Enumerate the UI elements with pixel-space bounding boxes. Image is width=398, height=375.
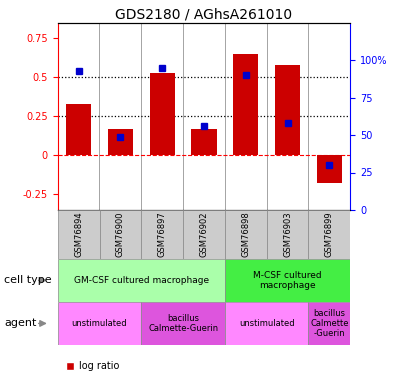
Bar xyxy=(141,210,183,259)
Bar xyxy=(225,210,267,259)
Bar xyxy=(108,129,133,155)
Title: GDS2180 / AGhsA261010: GDS2180 / AGhsA261010 xyxy=(115,8,293,21)
Text: unstimulated: unstimulated xyxy=(239,319,295,328)
Legend: log ratio, percentile rank within the sample: log ratio, percentile rank within the sa… xyxy=(62,357,248,375)
Bar xyxy=(317,155,342,183)
Bar xyxy=(183,210,225,259)
Text: GSM76894: GSM76894 xyxy=(74,211,83,257)
Bar xyxy=(191,129,217,155)
Bar xyxy=(267,210,308,259)
Text: unstimulated: unstimulated xyxy=(72,319,127,328)
Bar xyxy=(100,210,141,259)
Bar xyxy=(233,54,258,155)
Text: M-CSF cultured
macrophage: M-CSF cultured macrophage xyxy=(253,271,322,290)
Text: GSM76903: GSM76903 xyxy=(283,211,292,257)
Text: GM-CSF cultured macrophage: GM-CSF cultured macrophage xyxy=(74,276,209,285)
Bar xyxy=(225,302,308,345)
Text: GSM76900: GSM76900 xyxy=(116,211,125,257)
Text: GSM76898: GSM76898 xyxy=(241,211,250,257)
Bar xyxy=(58,259,225,302)
Bar xyxy=(225,259,350,302)
Bar xyxy=(308,210,350,259)
Text: GSM76899: GSM76899 xyxy=(325,211,334,257)
Text: GSM76902: GSM76902 xyxy=(199,211,209,257)
Bar xyxy=(141,302,225,345)
Bar xyxy=(275,64,300,155)
Bar xyxy=(150,72,175,155)
Bar xyxy=(66,104,91,155)
Text: cell type: cell type xyxy=(4,275,52,285)
Bar xyxy=(58,210,100,259)
Text: bacillus
Calmette-Guerin: bacillus Calmette-Guerin xyxy=(148,314,218,333)
Text: agent: agent xyxy=(4,318,36,328)
Text: GSM76897: GSM76897 xyxy=(158,211,167,257)
Bar xyxy=(58,302,141,345)
Bar xyxy=(308,302,350,345)
Text: bacillus
Calmette
-Guerin: bacillus Calmette -Guerin xyxy=(310,309,349,338)
